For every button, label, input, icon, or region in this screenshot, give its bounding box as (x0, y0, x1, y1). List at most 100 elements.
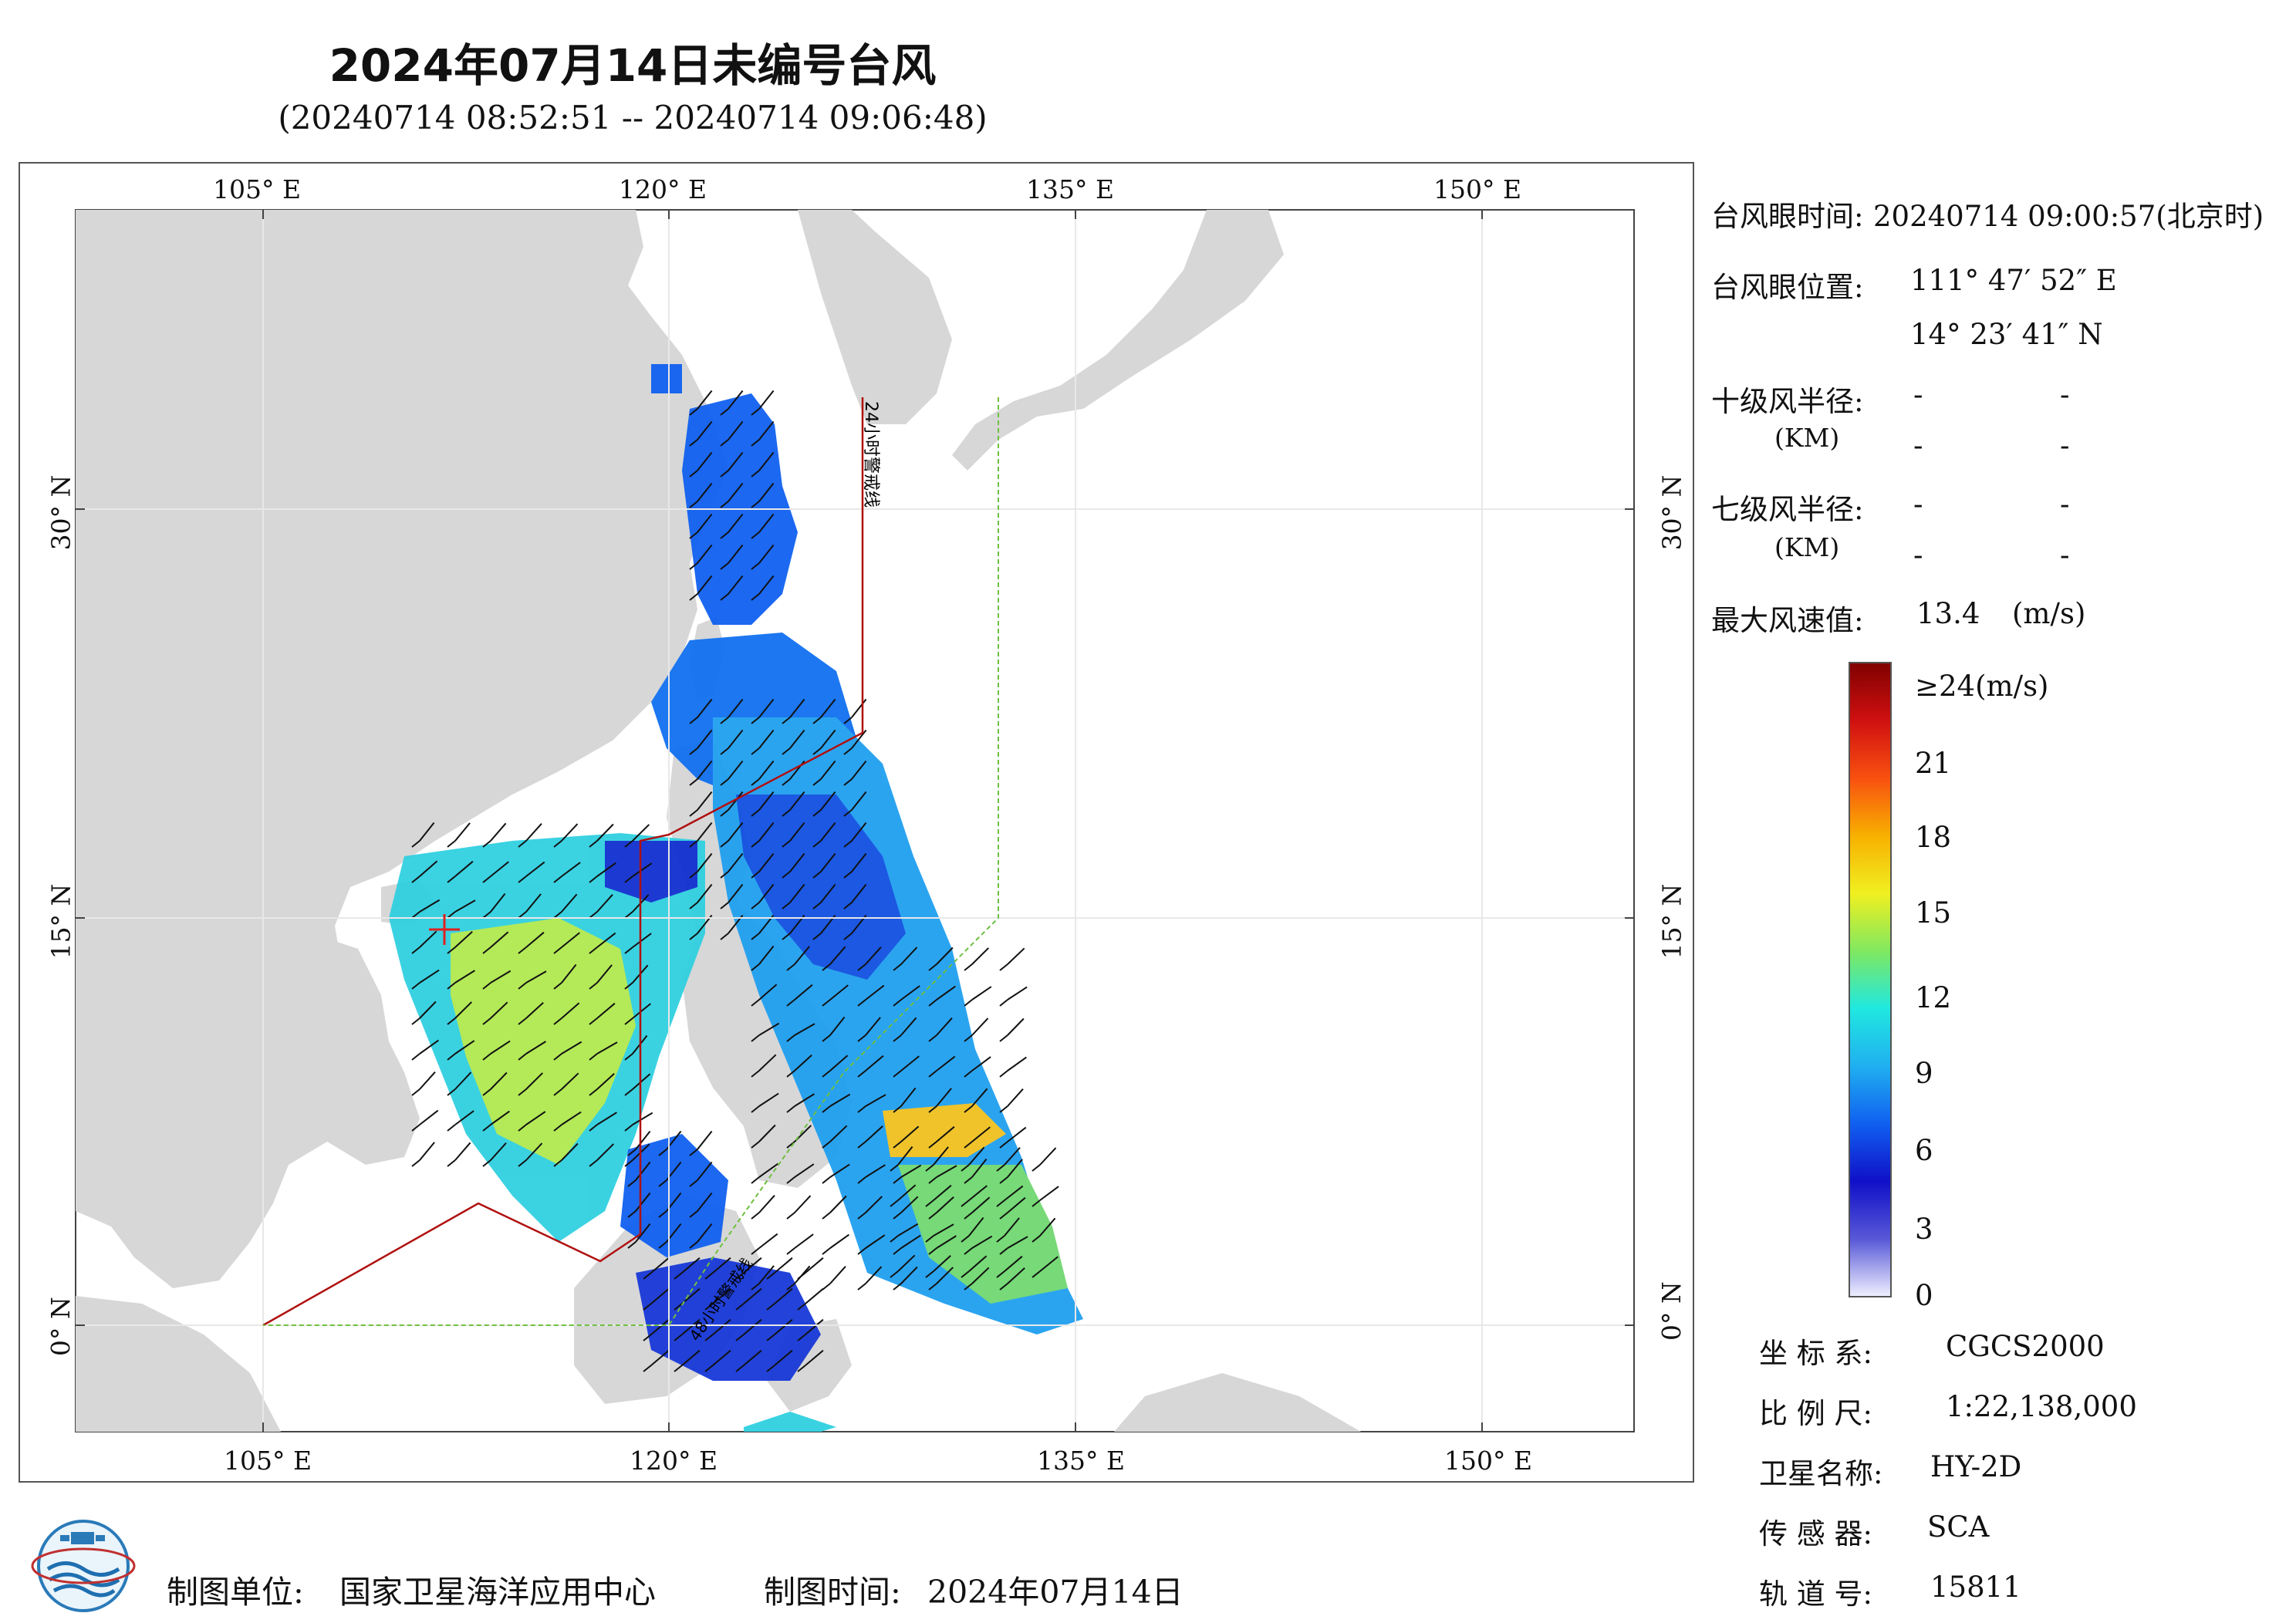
wind-barb (851, 760, 867, 780)
wind-barb-feather (751, 1070, 760, 1078)
wind-barb (971, 1267, 990, 1284)
wind-barb (829, 1266, 846, 1284)
wind-barb (897, 1184, 917, 1201)
wind-barb-feather (627, 1210, 636, 1218)
wind-barb-feather (627, 1241, 636, 1249)
axis-ticks (76, 210, 1634, 1432)
wind-barb (774, 1349, 793, 1366)
wind-barb (525, 893, 542, 913)
wind-barb-feather (411, 911, 420, 919)
wind-barb-feather (843, 778, 853, 786)
wind-barb-feather (1032, 1200, 1041, 1207)
wind-barb-feather (704, 1303, 714, 1311)
wind-barb-feather (751, 501, 760, 508)
footer-time-label: 制图时间: (764, 1574, 901, 1611)
wind-barb (758, 1195, 775, 1213)
wind-barb-feather (589, 1017, 598, 1025)
wind-barb-feather (786, 1070, 795, 1078)
wind-barb-feather (925, 1164, 934, 1172)
eye-lat-value: 14° 23′ 41″ N (1910, 318, 2103, 351)
scale-label: 比 例 尺: (1759, 1397, 1872, 1430)
wind-barb-feather (751, 778, 760, 786)
swath-pacific-yellow (883, 1103, 1006, 1157)
wind-barb-feather (782, 809, 791, 817)
wind-barb-feather (822, 963, 831, 971)
page-title: 2024年07月14日未编号台风 (329, 39, 937, 92)
wind-barb-feather (782, 871, 791, 879)
wind-barb-feather (627, 1149, 636, 1156)
wind-barb-feather (786, 999, 795, 1007)
wind-barb-feather (964, 963, 973, 971)
wind-barb (561, 823, 579, 842)
wind-barb (697, 1161, 713, 1181)
wind-barb-feather (999, 1034, 1008, 1042)
wind-barb-feather (857, 1212, 866, 1220)
nsoas-logo (31, 1520, 136, 1612)
wind-barb (454, 1040, 475, 1054)
wind-barb-feather (1032, 1164, 1041, 1172)
wind-barb-feather (589, 1159, 598, 1167)
wind-barb (758, 482, 775, 502)
wind-barb-feather (624, 982, 633, 990)
crs-label: 坐 标 系: (1759, 1337, 1872, 1370)
wind-barb-feather (925, 1200, 934, 1207)
wind-barb-feather (589, 911, 598, 919)
wind-barb-feather (411, 876, 420, 883)
wind-barb (758, 883, 775, 903)
wind-barb (865, 1234, 886, 1249)
wind-barb (1007, 1056, 1027, 1071)
wind-barb (596, 932, 616, 948)
wind-barb (697, 544, 713, 564)
wind-barb (490, 1110, 510, 1125)
wind-barb (758, 544, 775, 564)
wind-barb-feather (689, 439, 698, 447)
wind-barb (561, 893, 578, 913)
wind-barb (968, 1255, 988, 1272)
wind-barb (596, 862, 616, 877)
wind-barb (728, 822, 744, 842)
wind-barb-feather (822, 1212, 831, 1220)
wind-barb-feather (643, 1365, 652, 1372)
wind-barb (454, 970, 475, 984)
wind-barb (900, 946, 918, 965)
r7-dash-3: - (1913, 538, 1923, 572)
wind-barb (971, 1017, 989, 1036)
wind-barb-feather (857, 1247, 866, 1255)
wind-barb-feather (843, 871, 853, 879)
wind-barb-feather (553, 1159, 562, 1167)
warning-line-24h-label: 24小时警戒线 (861, 401, 880, 508)
land-new-guinea (1114, 1373, 1361, 1432)
wind-barb-feather (411, 946, 420, 954)
wind-barb (596, 1002, 616, 1019)
wind-barb-feather (624, 911, 633, 919)
wind-barb-feather (589, 946, 598, 954)
wind-barb-feather (689, 840, 698, 848)
wind-barb (900, 985, 920, 1000)
wind-barb (596, 1041, 618, 1054)
wind-barb (743, 1349, 762, 1366)
wind-barb-feather (999, 1247, 1008, 1255)
wind-barb-feather (822, 999, 831, 1007)
wind-barb (712, 1349, 731, 1366)
wind-barb-feather (658, 1149, 667, 1156)
wind-barb (728, 698, 744, 718)
wind-barb-feather (751, 747, 760, 755)
wind-barb-feather (797, 1272, 806, 1280)
wind-barb (933, 1255, 951, 1272)
max-wind-label: 最大风速值: (1711, 604, 1864, 637)
wind-barb-feather (589, 1088, 598, 1096)
wind-barb (971, 1158, 988, 1178)
wind-barb (900, 1234, 921, 1249)
sensor-label: 传 感 器: (1759, 1517, 1872, 1550)
wind-barb-feather (553, 1088, 562, 1096)
wind-barb (865, 1125, 883, 1142)
wind-barb-feather (996, 1235, 1005, 1243)
wind-barb-feather (843, 747, 853, 755)
wind-barb (697, 698, 713, 718)
wind-barb (900, 1055, 920, 1071)
wind-barb (1039, 1186, 1059, 1201)
typhoon-eye-marker (429, 914, 460, 945)
wind-barb-feather (822, 1105, 831, 1113)
wind-barb-feather (812, 840, 822, 848)
wind-barb-feather (589, 840, 598, 848)
